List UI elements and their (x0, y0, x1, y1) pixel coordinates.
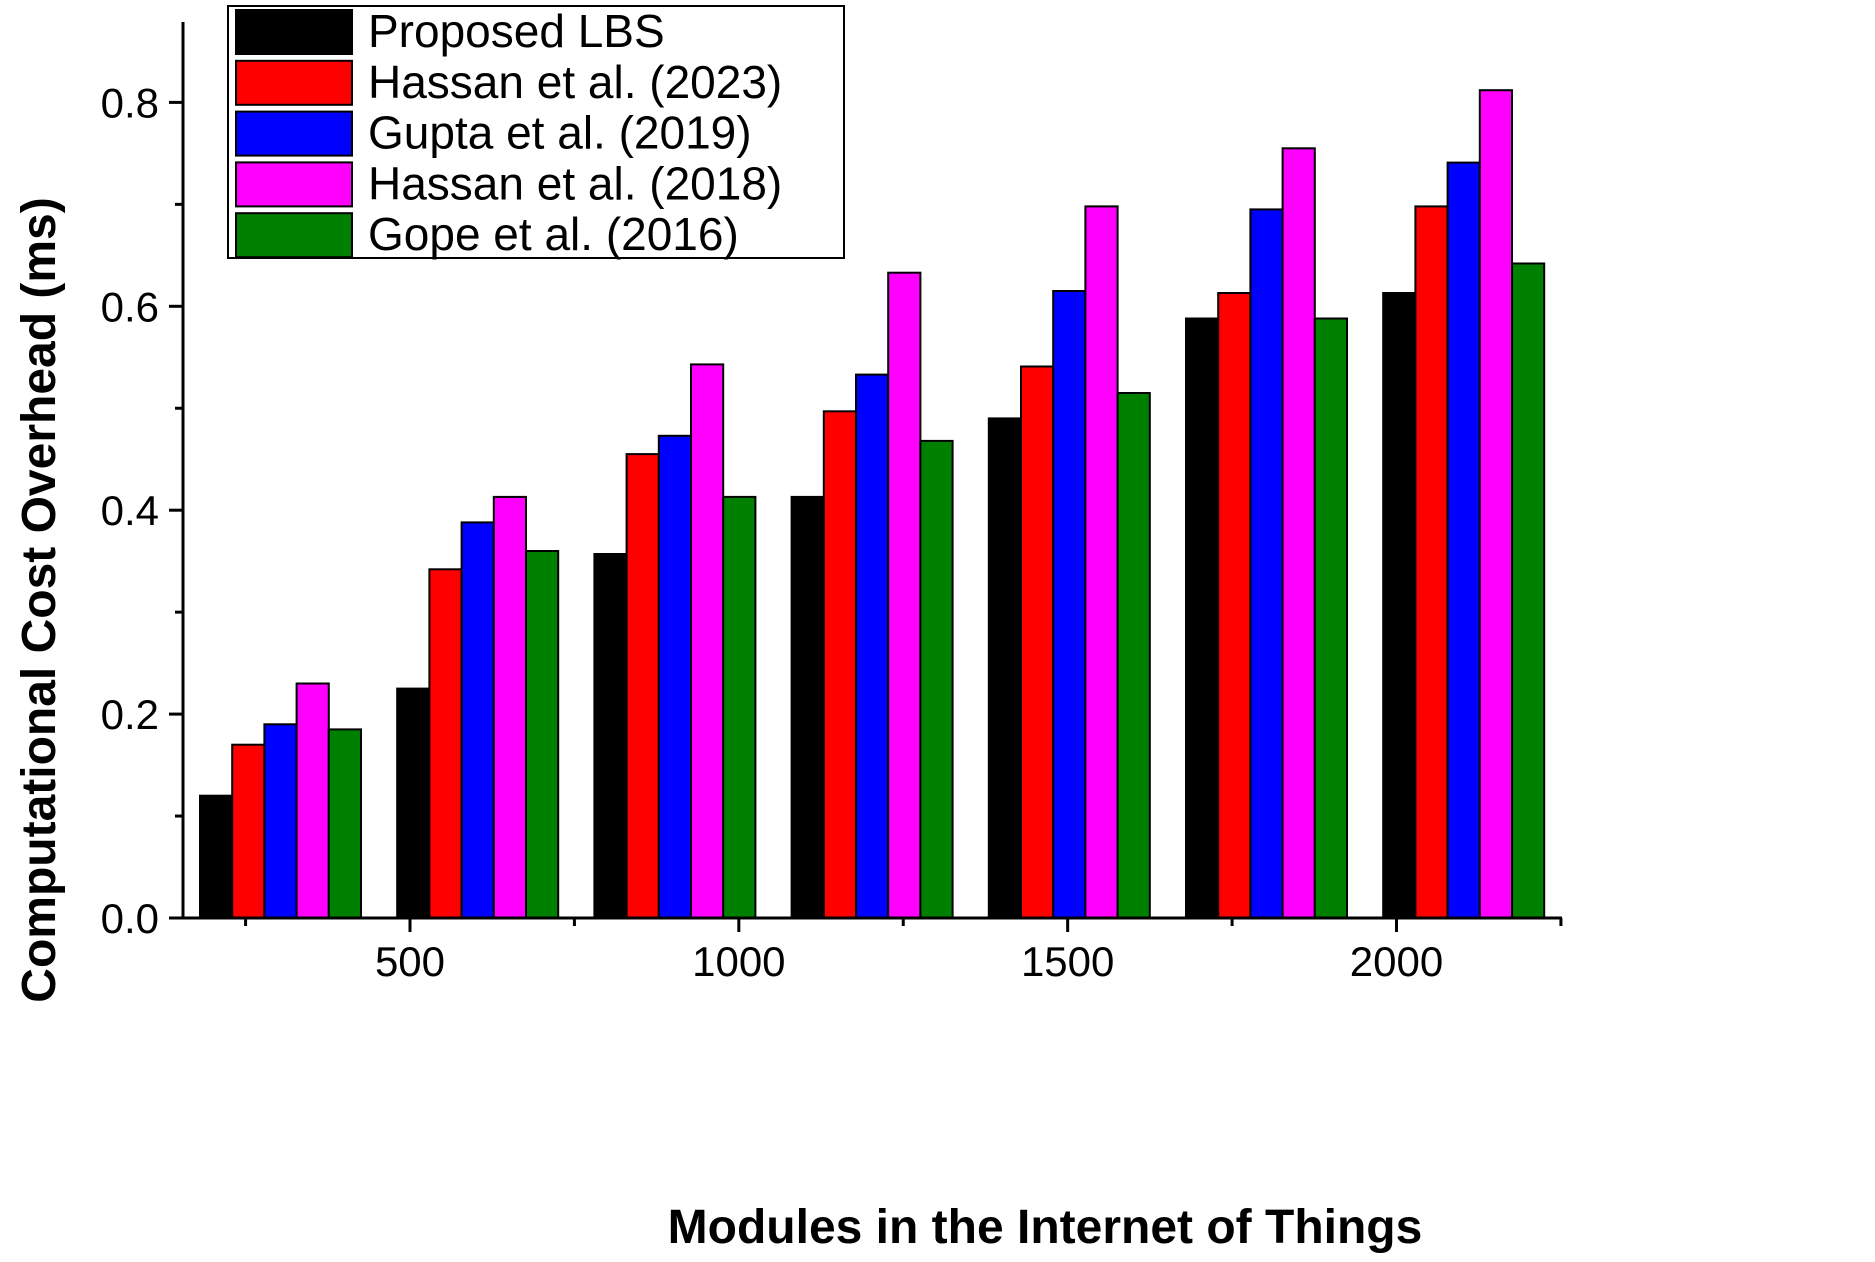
bar (690, 363, 725, 919)
y-axis-title: Computational Cost Overhead (ms) (13, 197, 66, 1002)
legend-swatch (235, 161, 353, 208)
x-tick-label: 1500 (1021, 938, 1114, 985)
y-tick-label: 0.0 (101, 895, 159, 942)
bar (1478, 89, 1514, 919)
y-tick-label: 0.6 (101, 283, 159, 330)
bar (460, 521, 495, 920)
bar (327, 728, 362, 920)
bar (492, 495, 527, 919)
bar (199, 794, 234, 920)
legend-label: Hassan et al. (2018) (368, 157, 782, 209)
x-tick-label: 2000 (1350, 938, 1443, 985)
bar (1052, 290, 1087, 919)
bar (1020, 365, 1055, 919)
bar (919, 439, 954, 919)
y-tick-label: 0.4 (101, 487, 159, 534)
bar (1185, 317, 1220, 919)
bar (657, 434, 692, 919)
x-axis-title: Modules in the Internet of Things (668, 1201, 1423, 1254)
bar (790, 495, 825, 919)
bar (855, 373, 890, 920)
legend-swatch (235, 110, 353, 157)
bar (1382, 292, 1417, 919)
bar (1217, 292, 1252, 919)
legend-label: Gope et al. (2016) (368, 208, 739, 260)
bar (625, 453, 660, 919)
bar (1511, 262, 1546, 919)
bar (822, 410, 857, 919)
y-tick-label: 0.8 (101, 79, 159, 126)
bar (396, 687, 431, 919)
bar (1446, 161, 1481, 920)
bar (1084, 205, 1119, 919)
x-tick-label: 1000 (692, 938, 785, 985)
bar (1281, 147, 1316, 920)
y-tick-label: 0.2 (101, 691, 159, 738)
bar (722, 495, 757, 919)
bar (428, 568, 463, 919)
bar (525, 550, 560, 919)
legend-swatch (235, 9, 353, 55)
bar (1249, 208, 1284, 919)
bar (887, 271, 922, 919)
bar (987, 417, 1022, 919)
bar (593, 553, 628, 919)
bar (1313, 317, 1349, 919)
legend-swatch (235, 59, 353, 106)
legend-label: Proposed LBS (368, 5, 665, 57)
bar (1414, 205, 1449, 919)
legend-label: Hassan et al. (2023) (368, 56, 782, 108)
bar (263, 723, 298, 919)
legend-swatch (235, 212, 353, 259)
x-tick-label: 500 (375, 938, 445, 985)
bar (231, 743, 266, 920)
bar (295, 682, 330, 919)
legend-label: Gupta et al. (2019) (368, 107, 752, 159)
bar (1116, 392, 1151, 919)
